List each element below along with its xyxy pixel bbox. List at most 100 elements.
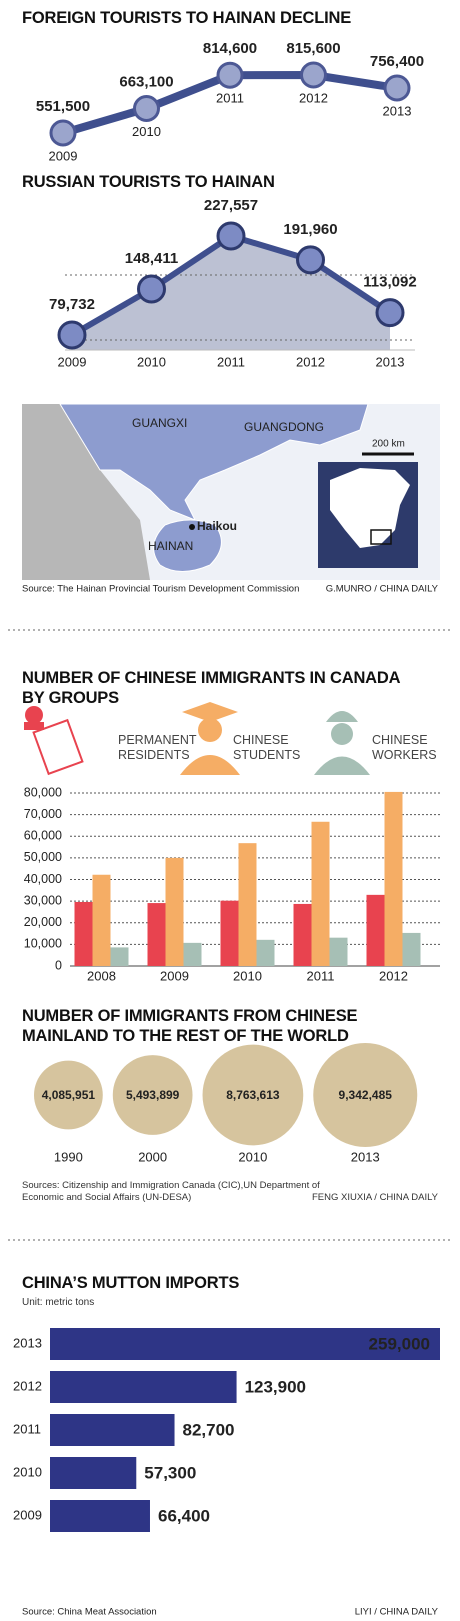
map: GUANGXI GUANGDONG HAINAN Haikou 200 km S… <box>22 403 440 595</box>
value-label: 815,600 <box>286 40 340 57</box>
icon-part <box>326 711 358 722</box>
icon-part <box>25 706 43 724</box>
map-label: HAINAN <box>148 539 193 553</box>
y-tick-label: 50,000 <box>24 850 62 864</box>
legend-label: CHINESE STUDENTS <box>233 733 301 762</box>
map-inset-china <box>330 468 410 548</box>
x-tick-label: 2008 <box>87 968 116 983</box>
y-tick-label: 10,000 <box>24 937 62 951</box>
chart-title: NUMBER OF IMMIGRANTS FROM CHINESE MAINLA… <box>22 1007 358 1045</box>
chart-title: NUMBER OF CHINESE IMMIGRANTS IN CANADA B… <box>22 669 400 707</box>
icon-part <box>314 756 370 775</box>
x-tick-label: 2013 <box>376 354 405 369</box>
y-tick-label: 70,000 <box>24 807 62 821</box>
x-tick-label: 2010 <box>238 1149 267 1164</box>
x-tick-label: 2011 <box>217 354 245 369</box>
source: Sources: Citizenship and Immigration Can… <box>22 1180 320 1203</box>
bar <box>329 937 348 966</box>
value-label: 123,900 <box>245 1377 306 1396</box>
map-label: GUANGXI <box>132 416 187 430</box>
point <box>49 119 77 147</box>
value-label: 259,000 <box>369 1334 430 1353</box>
y-tick-label: 30,000 <box>24 893 62 907</box>
y-tick-label: 2011 <box>13 1421 41 1436</box>
y-tick-label: 2010 <box>13 1464 42 1479</box>
chart-title: RUSSIAN TOURISTS TO HAINAN <box>22 173 275 191</box>
value-label: 8,763,613 <box>226 1088 280 1102</box>
x-tick-label: 2010 <box>132 124 161 139</box>
x-tick-label: 2011 <box>307 968 335 983</box>
bar <box>50 1500 150 1532</box>
map-land-blue <box>59 403 369 521</box>
x-tick-label: 1990 <box>54 1149 83 1164</box>
legend-label: PERMANENT RESIDENTS <box>118 733 197 762</box>
x-tick-label: 2012 <box>379 968 408 983</box>
bubble <box>112 1055 193 1135</box>
credit: G.MUNRO / CHINA DAILY <box>326 584 439 595</box>
area <box>72 236 390 350</box>
bar <box>147 903 166 966</box>
map-hainan <box>153 519 222 572</box>
bar <box>74 901 93 966</box>
map-land-gray <box>22 404 150 580</box>
point <box>57 320 87 350</box>
icon-part <box>331 723 353 745</box>
chart-title: CHINA’S MUTTON IMPORTS <box>22 1274 240 1292</box>
x-tick-label: 2000 <box>138 1149 167 1164</box>
bar <box>384 791 403 966</box>
bar <box>50 1371 237 1403</box>
bubble <box>33 1060 103 1130</box>
y-tick-label: 60,000 <box>24 829 62 843</box>
point <box>133 94 160 122</box>
bar <box>50 1457 137 1489</box>
bubble <box>202 1044 304 1146</box>
chart-title: FOREIGN TOURISTS TO HAINAN DECLINE <box>22 9 352 27</box>
credit: LIYI / CHINA DAILY <box>355 1607 439 1618</box>
point <box>296 245 325 275</box>
bar <box>293 903 312 966</box>
x-tick-label: 2012 <box>299 90 328 105</box>
bubble <box>313 1043 418 1147</box>
map-scale: 200 km <box>372 439 405 450</box>
map-inset-box <box>370 529 392 545</box>
bar <box>50 1414 175 1446</box>
icon-part <box>24 722 44 730</box>
x-tick-label: 2012 <box>296 354 325 369</box>
map-label: GUANGDONG <box>244 420 324 434</box>
source: Source: The Hainan Provincial Tourism De… <box>22 584 299 595</box>
icon-part <box>198 718 222 742</box>
bar <box>402 932 421 966</box>
value-label: 5,493,899 <box>126 1088 180 1102</box>
x-tick-label: 2013 <box>383 103 412 118</box>
point <box>216 221 246 251</box>
bar <box>366 894 385 966</box>
value-label: 66,400 <box>158 1506 210 1525</box>
value-label: 79,732 <box>49 296 95 313</box>
x-tick-label: 2009 <box>49 148 78 163</box>
x-tick-label: 2013 <box>351 1149 380 1164</box>
x-tick-label: 2009 <box>160 968 189 983</box>
y-tick-label: 80,000 <box>24 785 62 799</box>
legend-icon <box>24 706 84 776</box>
value-label: 4,085,951 <box>42 1088 96 1102</box>
bar <box>92 874 111 966</box>
map-label: Haikou <box>197 519 237 533</box>
value-label: 113,092 <box>363 274 416 291</box>
y-tick-label: 2013 <box>13 1335 42 1350</box>
bar <box>165 857 184 966</box>
y-tick-label: 20,000 <box>24 915 62 929</box>
credit: FENG XIUXIA / CHINA DAILY <box>312 1192 438 1203</box>
value-label: 191,960 <box>283 221 337 238</box>
y-tick-label: 40,000 <box>24 872 62 886</box>
legend-label: CHINESE WORKERS <box>372 733 437 762</box>
y-tick-label: 2012 <box>13 1378 42 1393</box>
bar <box>256 939 275 966</box>
point <box>383 74 411 102</box>
subtitle: Unit: metric tons <box>22 1297 95 1308</box>
point <box>137 274 166 304</box>
x-tick-label: 2010 <box>233 968 262 983</box>
source: Source: China Meat Association <box>22 1607 157 1618</box>
y-tick-label: 0 <box>55 958 62 972</box>
map-haikou-dot <box>189 524 195 530</box>
